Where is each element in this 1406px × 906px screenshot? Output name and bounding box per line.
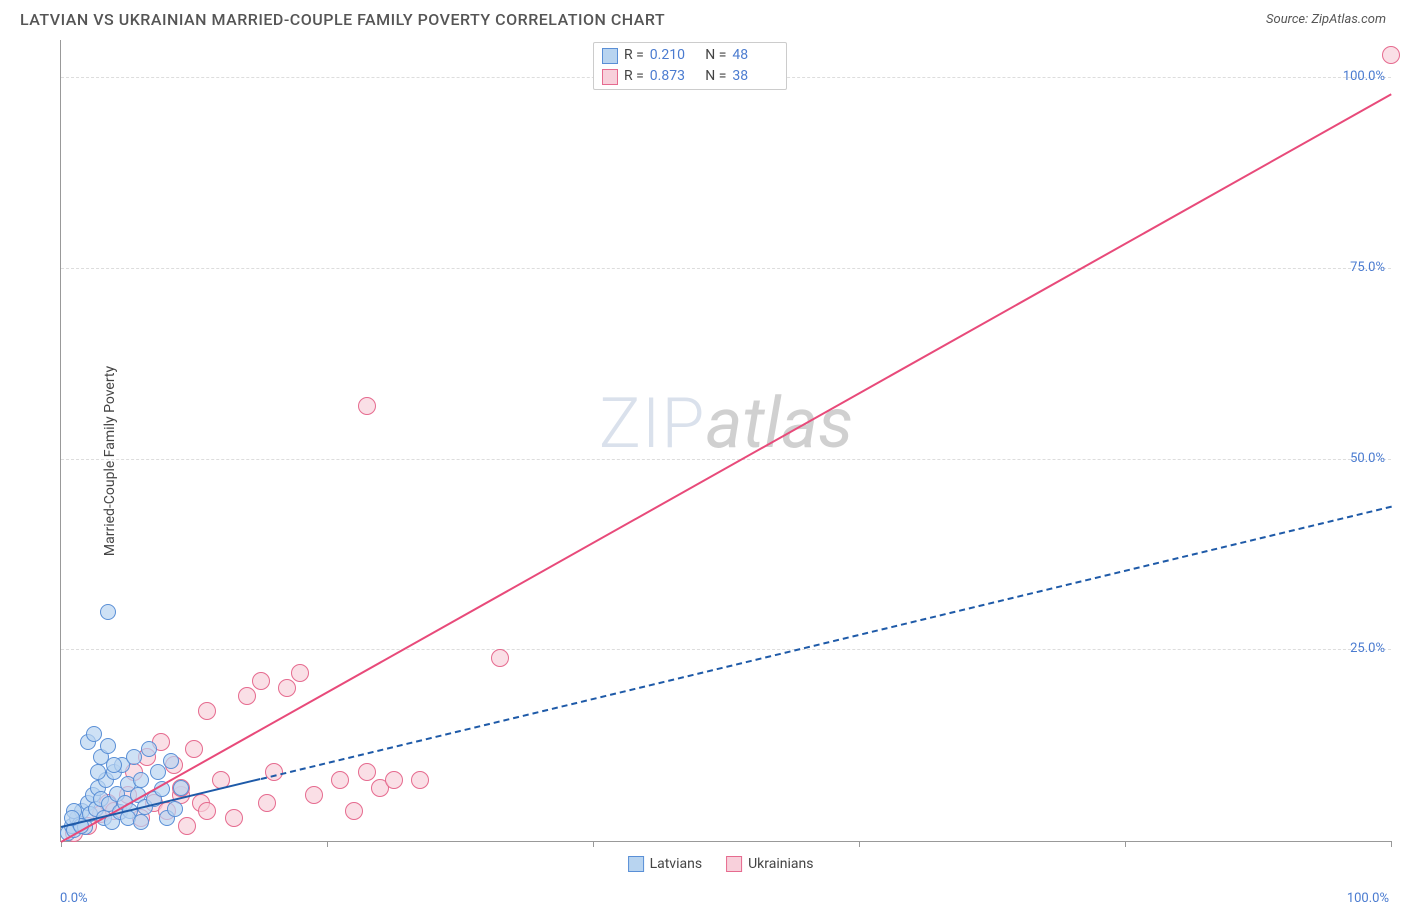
data-point: [133, 814, 149, 830]
data-point: [411, 771, 429, 789]
r-value: 0.210: [650, 45, 696, 66]
trend-line: [260, 505, 1391, 779]
y-tick-label: 75.0%: [1350, 260, 1385, 275]
y-tick-label: 50.0%: [1350, 451, 1385, 466]
stats-row: R = 0.873 N =38: [602, 66, 778, 87]
data-point: [358, 397, 376, 415]
watermark: ZIPatlas: [599, 383, 853, 465]
x-tick: [859, 841, 860, 847]
data-point: [133, 772, 149, 788]
watermark-atlas: atlas: [706, 383, 854, 465]
data-point: [258, 794, 276, 812]
data-point: [198, 702, 216, 720]
data-point: [198, 802, 216, 820]
data-point: [167, 801, 183, 817]
data-point: [491, 649, 509, 667]
n-label: N =: [702, 45, 727, 66]
x-axis-min-label: 0.0%: [60, 891, 88, 906]
data-point: [345, 802, 363, 820]
n-value: 38: [732, 66, 778, 87]
r-label: R =: [624, 66, 644, 87]
x-tick: [1125, 841, 1126, 847]
chart-area: Married-Couple Family Poverty ZIPatlas 2…: [50, 40, 1391, 882]
legend-label-latvians: Latvians: [650, 856, 703, 872]
legend-bottom: Latvians Ukrainians: [628, 856, 814, 872]
data-point: [358, 763, 376, 781]
r-value: 0.873: [650, 66, 696, 87]
legend-label-ukrainians: Ukrainians: [748, 856, 813, 872]
data-point: [163, 753, 179, 769]
trend-line: [61, 94, 1392, 843]
data-point: [185, 740, 203, 758]
chart-header: LATVIAN VS UKRAINIAN MARRIED-COUPLE FAMI…: [0, 0, 1406, 33]
data-point: [106, 757, 122, 773]
data-point: [150, 764, 166, 780]
chart-source: Source: ZipAtlas.com: [1266, 12, 1386, 27]
source-prefix: Source:: [1266, 12, 1311, 27]
n-value: 48: [732, 45, 778, 66]
x-tick: [1391, 841, 1392, 847]
x-tick: [327, 841, 328, 847]
x-tick: [593, 841, 594, 847]
data-point: [252, 672, 270, 690]
watermark-zip: ZIP: [599, 383, 706, 465]
y-tick-label: 100.0%: [1343, 69, 1385, 84]
data-point: [331, 771, 349, 789]
data-point: [1382, 46, 1400, 64]
data-point: [90, 764, 106, 780]
y-tick-label: 25.0%: [1350, 641, 1385, 656]
chart-title: LATVIAN VS UKRAINIAN MARRIED-COUPLE FAMI…: [20, 10, 665, 29]
data-point: [305, 786, 323, 804]
gridline: [61, 268, 1391, 269]
data-point: [291, 664, 309, 682]
gridline: [61, 459, 1391, 460]
data-point: [141, 741, 157, 757]
data-point: [100, 604, 116, 620]
data-point: [86, 726, 102, 742]
stats-legend: R = 0.210 N =48 R = 0.873 N =38: [593, 42, 787, 90]
swatch-ukrainians: [726, 856, 742, 872]
data-point: [238, 687, 256, 705]
stats-row: R = 0.210 N =48: [602, 45, 778, 66]
x-axis-max-label: 100.0%: [1347, 891, 1389, 906]
swatch-icon: [602, 69, 618, 85]
data-point: [178, 817, 196, 835]
swatch-icon: [602, 48, 618, 64]
data-point: [225, 809, 243, 827]
data-point: [126, 749, 142, 765]
gridline: [61, 649, 1391, 650]
swatch-latvians: [628, 856, 644, 872]
data-point: [100, 738, 116, 754]
plot-region: ZIPatlas 25.0% 50.0% 75.0% 100.0% R = 0.210 N…: [60, 40, 1391, 842]
legend-item-ukrainians: Ukrainians: [726, 856, 813, 872]
legend-item-latvians: Latvians: [628, 856, 703, 872]
r-label: R =: [624, 45, 644, 66]
n-label: N =: [702, 66, 727, 87]
data-point: [173, 780, 189, 796]
data-point: [278, 679, 296, 697]
source-name: ZipAtlas.com: [1311, 12, 1386, 27]
data-point: [385, 771, 403, 789]
